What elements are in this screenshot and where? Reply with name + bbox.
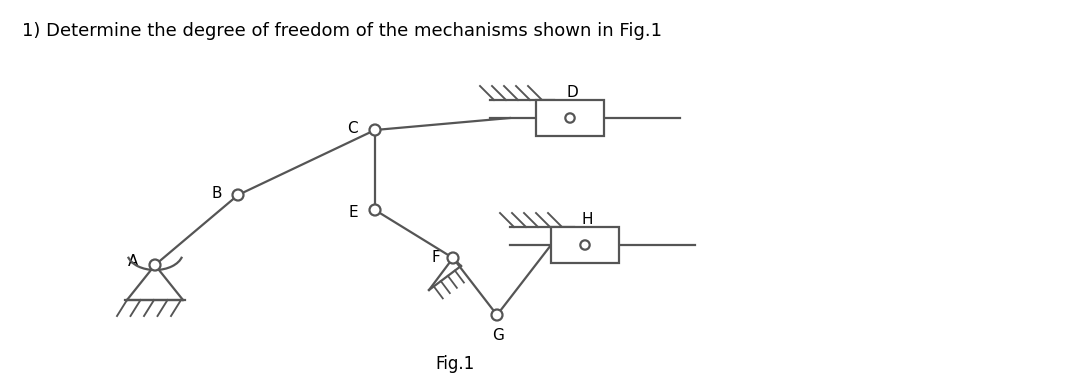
Text: A: A	[128, 254, 138, 270]
Circle shape	[447, 252, 459, 264]
Circle shape	[369, 205, 381, 215]
Text: 1) Determine the degree of freedom of the mechanisms shown in Fig.1: 1) Determine the degree of freedom of th…	[22, 22, 662, 40]
Circle shape	[492, 310, 503, 321]
Circle shape	[149, 260, 160, 270]
Circle shape	[369, 125, 381, 135]
Circle shape	[233, 190, 243, 200]
Text: B: B	[211, 186, 222, 200]
Circle shape	[580, 240, 590, 250]
Circle shape	[566, 113, 575, 123]
Text: Fig.1: Fig.1	[435, 355, 475, 373]
Bar	[536, 100, 604, 136]
Text: E: E	[348, 205, 359, 220]
Text: D: D	[567, 85, 578, 100]
Text: H: H	[582, 212, 593, 227]
Bar	[551, 227, 619, 263]
Text: G: G	[492, 328, 504, 343]
Text: F: F	[431, 249, 440, 264]
Text: C: C	[348, 120, 359, 135]
